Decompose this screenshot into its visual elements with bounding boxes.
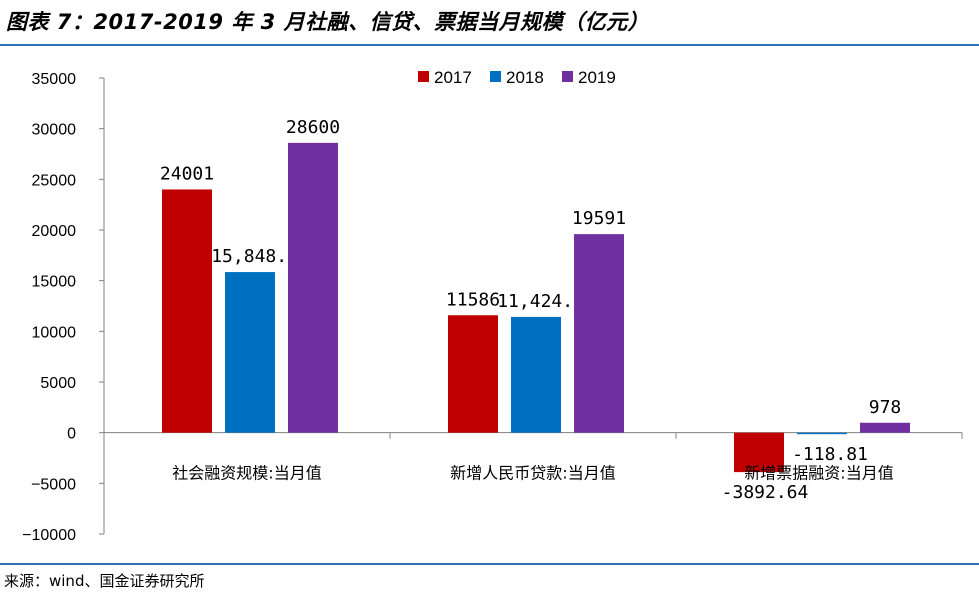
footer-divider (0, 563, 979, 565)
legend-label: 2019 (578, 68, 616, 87)
y-tick-label: 20000 (32, 223, 77, 240)
bar-2017 (734, 432, 784, 473)
category-label: 新增人民币贷款:当月值 (450, 464, 615, 483)
bar-2018 (797, 432, 847, 435)
y-tick-label: 0 (67, 426, 76, 443)
bar-2017 (162, 189, 212, 433)
bar-2018 (511, 316, 561, 433)
y-tick-label: 35000 (32, 71, 77, 88)
legend-swatch-2018 (490, 71, 501, 82)
bar-2017 (448, 315, 498, 433)
bar-2018 (225, 272, 275, 433)
y-tick-label: 5000 (40, 375, 76, 392)
data-label: -118.81 (792, 444, 868, 465)
data-label: 28600 (286, 117, 340, 138)
data-label: 11586 (446, 289, 500, 310)
data-label: 19591 (572, 208, 626, 229)
legend-swatch-2019 (562, 71, 573, 82)
bar-2019 (574, 234, 624, 433)
chart-title: 图表 7：2017-2019 年 3 月社融、信贷、票据当月规模（亿元） (6, 10, 650, 34)
title-divider (0, 44, 979, 46)
data-label: 978 (869, 397, 902, 418)
y-tick-label: 10000 (32, 324, 77, 341)
data-label: 11,424.57 (497, 291, 595, 312)
data-label: -3892.64 (722, 482, 809, 503)
data-label: 24001 (160, 163, 214, 184)
legend-swatch-2017 (418, 71, 429, 82)
y-tick-label: −10000 (22, 527, 76, 544)
source-note: 来源：wind、国金证券研究所 (4, 572, 205, 590)
legend-label: 2018 (506, 68, 544, 87)
bar-2019 (288, 142, 338, 433)
category-label: 新增票据融资:当月值 (744, 464, 893, 483)
y-tick-label: −5000 (31, 476, 76, 493)
legend-label: 2017 (434, 68, 472, 87)
y-tick-label: 15000 (32, 274, 77, 291)
bar-chart: −10000 −5000 0 5000 10000 15000 20000 25000 3000… (22, 68, 963, 544)
category-label: 社会融资规模:当月值 (172, 464, 321, 483)
data-label: 15,848.34 (211, 246, 309, 267)
bar-2019 (860, 422, 910, 433)
y-tick-label: 30000 (32, 122, 77, 139)
y-tick-label: 25000 (32, 172, 77, 189)
